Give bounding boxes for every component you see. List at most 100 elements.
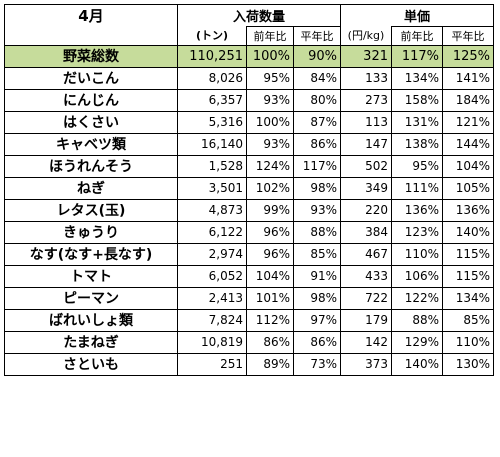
price-vs-average-cell: 85% [442, 308, 494, 332]
quantity-vs-average-cell: 80% [293, 88, 341, 112]
table-row: たまねぎ 10,819 86% 86% 142 129% 110% [4, 330, 494, 354]
unit-price-cell: 179 [340, 308, 392, 332]
quantity-yoy-cell: 102% [246, 176, 294, 200]
quantity-vs-average-cell: 86% [293, 330, 341, 354]
quantity-yoy-cell: 96% [246, 242, 294, 266]
vegetable-name-cell: キャベツ類 [4, 132, 178, 156]
unit-price-cell: 113 [340, 110, 392, 134]
vegetable-name-cell: なす(なす+長なす) [4, 242, 178, 266]
price-vs-average-cell: 104% [442, 154, 494, 178]
header-row-2: (トン) 前年比 平年比 (円/kg) 前年比 平年比 [4, 25, 494, 46]
arrival-quantity-cell: 7,824 [177, 308, 247, 332]
unit-price-cell: 467 [340, 242, 392, 266]
table-row: キャベツ類 16,140 93% 86% 147 138% 144% [4, 132, 494, 156]
unit-price-cell: 384 [340, 220, 392, 244]
vegetable-name-cell: たまねぎ [4, 330, 178, 354]
price-yoy-header: 前年比 [391, 25, 443, 46]
quantity-yoy-cell: 101% [246, 286, 294, 310]
table-row: だいこん 8,026 95% 84% 133 134% 141% [4, 66, 494, 90]
table-row: ほうれんそう 1,528 124% 117% 502 95% 104% [4, 154, 494, 178]
quantity-yoy-cell: 93% [246, 132, 294, 156]
arrival-quantity-cell: 3,501 [177, 176, 247, 200]
table-row: はくさい 5,316 100% 87% 113 131% 121% [4, 110, 494, 134]
quantity-yoy-cell: 96% [246, 220, 294, 244]
unit-price-cell: 373 [340, 352, 392, 376]
vegetable-name-cell: ピーマン [4, 286, 178, 310]
quantity-yoy-cell: 89% [246, 352, 294, 376]
price-vs-avg-header: 平年比 [442, 25, 494, 46]
qty-yoy-header: 前年比 [246, 25, 294, 46]
vegetable-name-cell: だいこん [4, 66, 178, 90]
quantity-vs-average-cell: 73% [293, 352, 341, 376]
quantity-yoy-cell: 95% [246, 66, 294, 90]
quantity-yoy-cell: 99% [246, 198, 294, 222]
header-row-1: 4月 入荷数量 単価 [4, 4, 494, 26]
unit-price-cell: 147 [340, 132, 392, 156]
table-row: ねぎ 3,501 102% 98% 349 111% 105% [4, 176, 494, 200]
price-yoy-cell: 129% [391, 330, 443, 354]
quantity-yoy-cell: 86% [246, 330, 294, 354]
price-vs-average-cell: 130% [442, 352, 494, 376]
arrival-quantity-cell: 10,819 [177, 330, 247, 354]
quantity-yoy-cell: 112% [246, 308, 294, 332]
price-yoy-cell: 140% [391, 352, 443, 376]
unit-price-cell: 502 [340, 154, 392, 178]
table-row: ばれいしょ類 7,824 112% 97% 179 88% 85% [4, 308, 494, 332]
quantity-vs-average-cell: 86% [293, 132, 341, 156]
price-vs-average-cell: 140% [442, 220, 494, 244]
arrival-quantity-cell: 6,122 [177, 220, 247, 244]
quantity-vs-average-cell: 97% [293, 308, 341, 332]
price-yoy-cell: 110% [391, 242, 443, 266]
quantity-yoy-cell: 93% [246, 88, 294, 112]
price-vs-average-cell: 105% [442, 176, 494, 200]
unit-yen-kg-header: (円/kg) [340, 26, 392, 46]
vegetable-name-cell: きゅうり [4, 220, 178, 244]
price-yoy-cell: 111% [391, 176, 443, 200]
month-header: 4月 [4, 4, 178, 26]
vegetable-name-cell: ほうれんそう [4, 154, 178, 178]
price-vs-average-cell: 115% [442, 264, 494, 288]
qty-vs-avg-header: 平年比 [293, 25, 341, 46]
vegetable-name-cell: 野菜総数 [4, 44, 178, 68]
unit-ton-header: (トン) [177, 26, 247, 46]
price-yoy-cell: 136% [391, 198, 443, 222]
price-vs-average-cell: 121% [442, 110, 494, 134]
quantity-vs-average-cell: 93% [293, 198, 341, 222]
vegetable-name-cell: はくさい [4, 110, 178, 134]
price-yoy-cell: 123% [391, 220, 443, 244]
arrival-quantity-cell: 8,026 [177, 66, 247, 90]
table-row: トマト 6,052 104% 91% 433 106% 115% [4, 264, 494, 288]
price-yoy-cell: 131% [391, 110, 443, 134]
price-yoy-cell: 88% [391, 308, 443, 332]
arrival-quantity-cell: 110,251 [177, 44, 247, 68]
quantity-vs-average-cell: 85% [293, 242, 341, 266]
arrival-quantity-cell: 6,052 [177, 264, 247, 288]
vegetable-name-cell: トマト [4, 264, 178, 288]
vegetable-name-cell: ばれいしょ類 [4, 308, 178, 332]
vegetable-name-cell: にんじん [4, 88, 178, 112]
arrival-quantity-cell: 251 [177, 352, 247, 376]
vegetable-name-cell: さといも [4, 352, 178, 376]
unit-price-cell: 133 [340, 66, 392, 90]
table-row: にんじん 6,357 93% 80% 273 158% 184% [4, 88, 494, 112]
quantity-vs-average-cell: 84% [293, 66, 341, 90]
quantity-vs-average-cell: 98% [293, 176, 341, 200]
unit-price-cell: 722 [340, 286, 392, 310]
table-row: さといも 251 89% 73% 373 140% 130% [4, 352, 494, 376]
price-vs-average-cell: 144% [442, 132, 494, 156]
unit-price-cell: 273 [340, 88, 392, 112]
unit-price-cell: 349 [340, 176, 392, 200]
quantity-yoy-cell: 100% [246, 110, 294, 134]
arrival-quantity-cell: 16,140 [177, 132, 247, 156]
quantity-vs-average-cell: 98% [293, 286, 341, 310]
unit-price-cell: 321 [340, 44, 392, 68]
quantity-vs-average-cell: 91% [293, 264, 341, 288]
unit-price-cell: 142 [340, 330, 392, 354]
vegetable-name-cell: レタス(玉) [4, 198, 178, 222]
vegetable-name-cell: ねぎ [4, 176, 178, 200]
price-vs-average-cell: 134% [442, 286, 494, 310]
price-yoy-cell: 117% [391, 44, 443, 68]
vegetable-market-table-container: 4月 入荷数量 単価 (トン) 前年比 平年比 (円/kg) 前年比 平年比 野… [4, 4, 494, 376]
price-vs-average-cell: 141% [442, 66, 494, 90]
quantity-vs-average-cell: 117% [293, 154, 341, 178]
